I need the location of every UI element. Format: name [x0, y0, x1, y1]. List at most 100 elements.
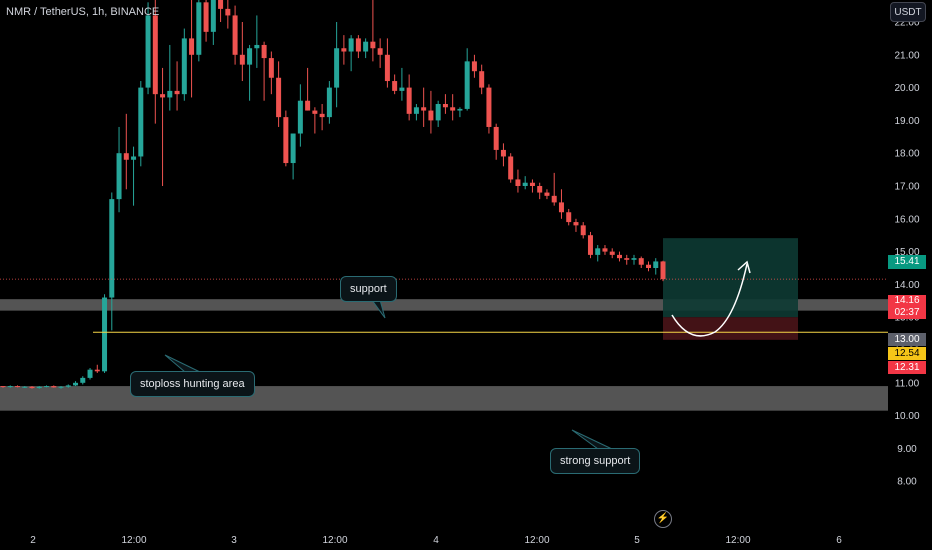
- candle: [616, 251, 622, 262]
- candle-body: [479, 71, 485, 88]
- candle: [87, 368, 93, 380]
- candle-body: [87, 369, 93, 378]
- candle-body: [587, 235, 593, 255]
- stoploss-callout[interactable]: stoploss hunting area: [130, 371, 255, 397]
- candle-body: [232, 15, 238, 55]
- candle-body: [558, 202, 564, 213]
- candle-body: [22, 386, 28, 388]
- x-tick-label: 5: [634, 535, 640, 546]
- candle: [595, 245, 601, 262]
- candle-body: [181, 38, 187, 95]
- candle-body: [450, 107, 456, 111]
- candle: [326, 81, 332, 124]
- candle-body: [203, 2, 209, 32]
- strong-support-callout[interactable]: strong support: [550, 448, 641, 474]
- candle: [399, 67, 405, 101]
- candle-body: [218, 0, 224, 9]
- candle: [7, 385, 13, 388]
- candle: [203, 0, 209, 42]
- candle-body: [406, 87, 412, 114]
- candle: [160, 67, 166, 186]
- candle-body: [645, 264, 651, 268]
- zones-layer: [0, 238, 888, 411]
- candle: [261, 41, 267, 101]
- y-tick-label: 14.00: [894, 280, 919, 291]
- candle-body: [508, 156, 514, 180]
- candle-body: [500, 149, 506, 157]
- candle: [102, 294, 108, 373]
- candle: [51, 385, 57, 388]
- candle-body: [268, 58, 274, 78]
- y-tick-label: 17.00: [894, 182, 919, 193]
- lightning-icon[interactable]: ⚡: [654, 510, 672, 528]
- candle: [537, 182, 543, 200]
- candle: [609, 248, 615, 259]
- candle: [334, 22, 340, 108]
- x-tick-label: 12:00: [725, 535, 750, 546]
- candle-body: [384, 54, 390, 82]
- candle-body: [631, 258, 637, 260]
- candle: [36, 386, 42, 389]
- y-tick-label: 18.00: [894, 149, 919, 160]
- x-tick-label: 12:00: [524, 535, 549, 546]
- y-tick-label: 21.00: [894, 50, 919, 61]
- x-tick-label: 6: [836, 535, 842, 546]
- candle: [406, 74, 412, 121]
- candle: [283, 110, 289, 167]
- candle: [181, 28, 187, 101]
- candle-body: [0, 386, 6, 388]
- candle-body: [370, 41, 376, 49]
- y-tick-label: 10.00: [894, 411, 919, 422]
- candle: [529, 179, 535, 193]
- candle-body: [73, 382, 79, 386]
- candle-body: [435, 104, 441, 121]
- y-tick-label: 9.00: [897, 444, 917, 455]
- candle-body: [421, 107, 427, 111]
- candle-body: [486, 87, 492, 127]
- candle: [645, 261, 651, 272]
- candle: [551, 172, 557, 206]
- candle-body: [80, 377, 86, 383]
- support-callout[interactable]: support: [340, 276, 397, 302]
- candle: [109, 192, 115, 331]
- candle-body: [616, 254, 622, 259]
- candle-body: [457, 108, 463, 111]
- x-tick-label: 4: [433, 535, 439, 546]
- candle-body: [341, 48, 347, 52]
- candle: [138, 81, 144, 167]
- candle: [638, 256, 644, 268]
- candle-body: [624, 258, 630, 260]
- currency-button[interactable]: USDT: [890, 2, 926, 22]
- candle: [319, 104, 325, 131]
- stoploss-callout-pointer: [164, 354, 201, 373]
- candle-body: [660, 261, 666, 280]
- stop-price-tag: 12.31: [888, 361, 926, 374]
- candle-body: [116, 153, 122, 200]
- candle: [653, 258, 659, 275]
- candle: [631, 254, 637, 265]
- candle-body: [94, 369, 100, 372]
- candle: [0, 386, 6, 388]
- candle-body: [131, 156, 137, 160]
- candle-body: [573, 222, 579, 226]
- candle-body: [109, 199, 115, 298]
- candles-layer: [0, 0, 666, 389]
- candle-body: [522, 182, 528, 186]
- y-tick-label: 11.00: [895, 378, 920, 389]
- candle: [44, 385, 50, 388]
- candle-body: [537, 186, 543, 193]
- candle-body: [65, 385, 71, 387]
- candle-body: [602, 248, 608, 252]
- candle-body: [334, 48, 340, 88]
- candle: [660, 260, 666, 282]
- candle: [450, 94, 456, 121]
- candle: [218, 0, 224, 22]
- candle-body: [51, 386, 57, 388]
- arrow-head: [737, 260, 751, 274]
- candle: [80, 376, 86, 385]
- candle: [268, 51, 274, 95]
- candle-body: [145, 15, 151, 88]
- candle-body: [254, 44, 260, 49]
- candle: [384, 38, 390, 88]
